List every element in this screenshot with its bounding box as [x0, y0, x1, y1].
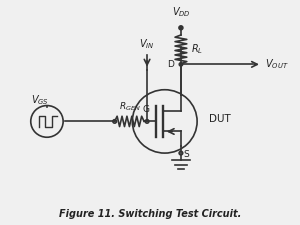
- Text: G: G: [142, 105, 149, 114]
- Text: $V_{IN}$: $V_{IN}$: [139, 37, 155, 51]
- Circle shape: [179, 26, 183, 30]
- Text: S: S: [184, 150, 190, 159]
- Text: $V_{GS}$: $V_{GS}$: [31, 93, 49, 107]
- Text: $R_{GEN}$: $R_{GEN}$: [118, 100, 140, 113]
- Circle shape: [179, 63, 183, 66]
- Text: $V_{DD}$: $V_{DD}$: [172, 5, 190, 19]
- Text: $R_L$: $R_L$: [191, 43, 203, 56]
- Text: D: D: [168, 60, 174, 69]
- Text: $V_{OUT}$: $V_{OUT}$: [265, 57, 288, 71]
- Text: DUT: DUT: [209, 114, 231, 124]
- Text: Figure 11. Switching Test Circuit.: Figure 11. Switching Test Circuit.: [59, 209, 241, 218]
